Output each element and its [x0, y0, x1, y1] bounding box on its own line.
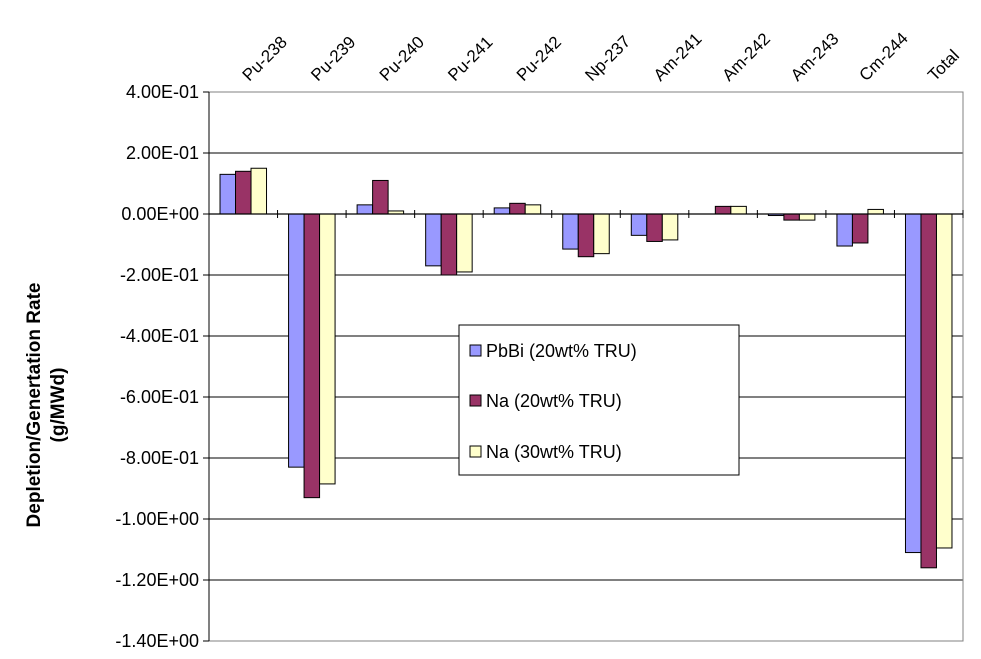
bar — [319, 213, 336, 485]
bar — [630, 213, 648, 236]
legend-swatch-pbbi-20 — [469, 344, 482, 357]
y-tick-label: -4.00E-01 — [120, 326, 199, 346]
legend-box — [458, 324, 740, 476]
bar — [646, 213, 663, 242]
y-tick-label: -1.40E+00 — [115, 631, 199, 651]
y-tick-label: -6.00E-01 — [120, 387, 199, 407]
category-label: Am-243 — [787, 29, 843, 85]
y-axis-title-line1: Depletion/Genertation Rate — [24, 283, 45, 528]
bar — [509, 202, 526, 215]
category-label: Pu-239 — [307, 33, 359, 85]
y-tick-labels: 4.00E-01 2.00E-01 0.00E+00 -2.00E-01 -4.00E-… — [115, 82, 199, 651]
y-tick-label: 0.00E+00 — [121, 204, 199, 224]
bar — [920, 213, 937, 569]
y-tick-label: 4.00E-01 — [126, 82, 199, 102]
legend-label-pbbi-20: PbBi (20wt% TRU) — [486, 341, 637, 361]
bar — [783, 213, 800, 221]
legend: PbBi (20wt% TRU) Na (20wt% TRU) Na (30wt… — [458, 324, 740, 476]
bar — [524, 204, 542, 215]
legend-swatch-na-30 — [469, 445, 482, 458]
y-tick-label: -1.20E+00 — [115, 570, 199, 590]
bar — [904, 213, 922, 554]
y-tick-label: -8.00E-01 — [120, 448, 199, 468]
category-label: Am-242 — [718, 29, 774, 85]
legend-swatch-na-20 — [469, 394, 482, 407]
bar — [593, 213, 610, 255]
category-label: Am-241 — [650, 29, 706, 85]
bar — [235, 170, 252, 215]
y-tick-label: -2.00E-01 — [120, 265, 199, 285]
bar — [867, 208, 884, 215]
bar — [303, 213, 321, 499]
category-labels: Pu-238 Pu-239 Pu-240 Pu-241 Pu-242 Np-237 Am-2… — [239, 29, 963, 85]
bar — [577, 213, 595, 258]
category-label: Pu-238 — [239, 33, 291, 85]
bar — [562, 213, 579, 250]
category-label: Pu-242 — [513, 33, 565, 85]
y-tick-label: 2.00E-01 — [126, 143, 199, 163]
legend-label-na-20: Na (20wt% TRU) — [486, 391, 622, 411]
category-label: Cm-244 — [856, 29, 912, 85]
bar — [372, 179, 389, 215]
bar — [730, 205, 747, 215]
category-label: Total — [924, 46, 963, 85]
bar — [851, 213, 869, 244]
category-label: Pu-240 — [376, 33, 428, 85]
axes — [203, 91, 964, 642]
bar — [456, 213, 473, 273]
bar — [288, 213, 305, 468]
y-tick-label: -1.00E+00 — [115, 509, 199, 529]
bar — [661, 213, 679, 241]
bar — [356, 204, 374, 215]
bars — [219, 167, 953, 569]
bar — [219, 173, 237, 215]
category-label: Np-237 — [581, 32, 634, 85]
bar — [250, 167, 268, 215]
bar — [440, 213, 458, 276]
category-label: Pu-241 — [444, 33, 496, 85]
bar — [935, 213, 953, 549]
bar — [425, 213, 442, 267]
bar — [493, 207, 511, 215]
bar — [798, 213, 816, 221]
bar — [836, 213, 853, 247]
legend-label-na-30: Na (30wt% TRU) — [486, 442, 622, 462]
y-axis-title-line2: (g/MWd) — [48, 368, 69, 443]
bar — [714, 205, 732, 215]
